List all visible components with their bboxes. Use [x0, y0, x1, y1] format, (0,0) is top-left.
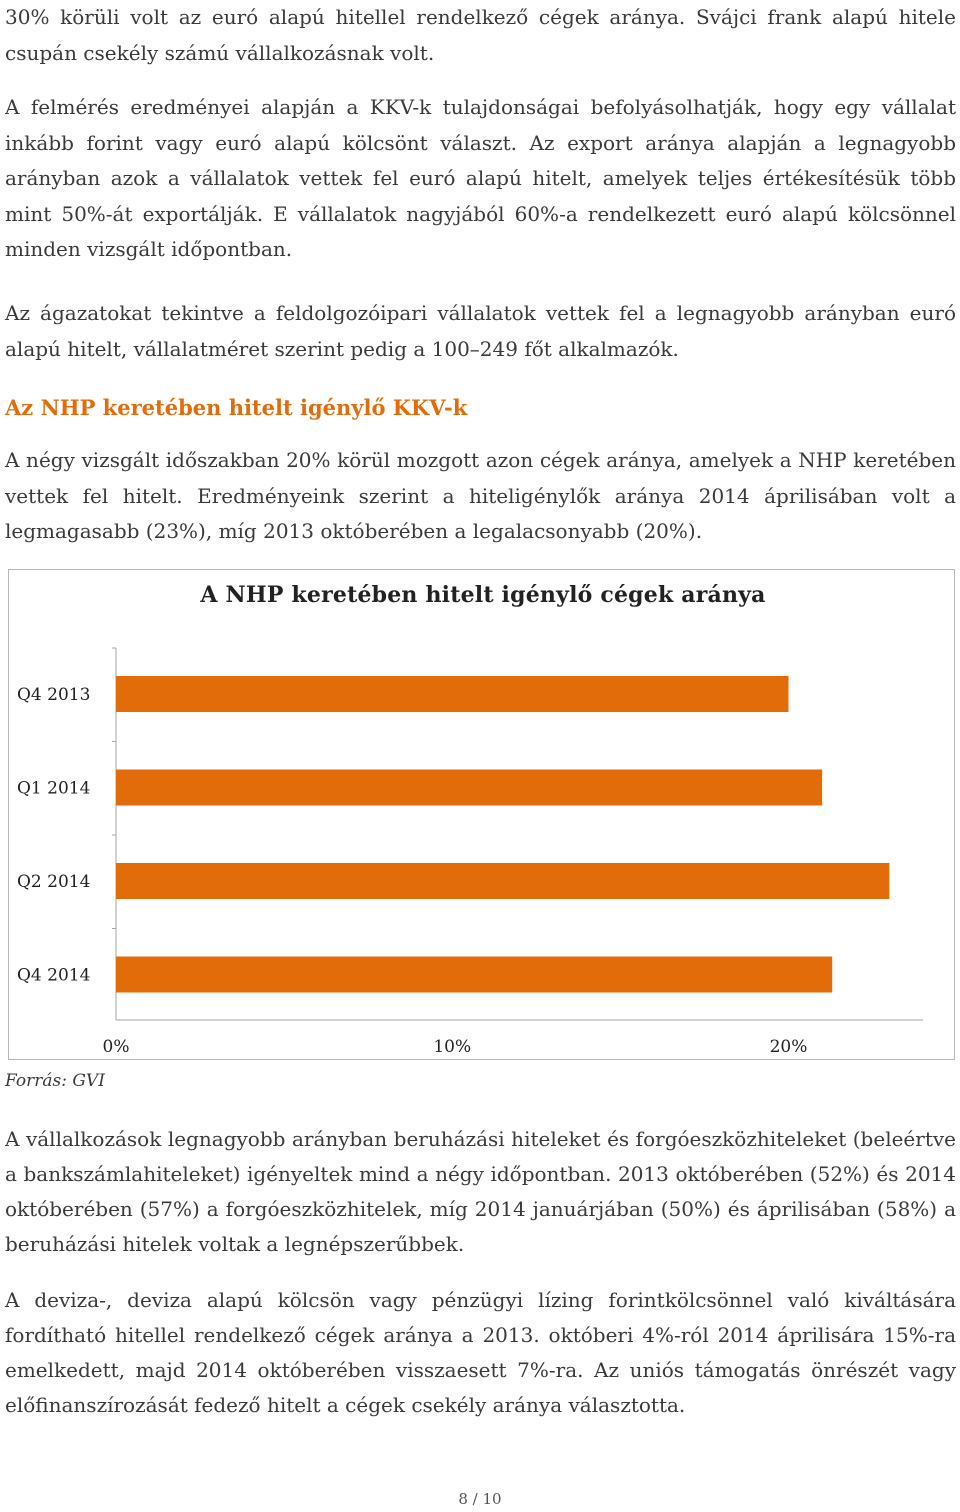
paragraph-sectors: Az ágazatokat tekintve a feldolgozóipari… — [5, 301, 956, 361]
source-note: Forrás: GVI — [5, 1071, 105, 1091]
x-tick-label: 0% — [103, 1037, 130, 1057]
category-label: Q2 2014 — [17, 872, 90, 892]
page-number: 8 / 10 — [458, 1490, 502, 1508]
category-label: Q4 2014 — [17, 966, 90, 986]
paragraph-loan-types: A vállalkozások legnagyobb arányban beru… — [5, 1127, 956, 1256]
bar-q1-2014 — [116, 769, 823, 806]
bar-q2-2014 — [116, 863, 890, 899]
bar-q4-2013 — [116, 676, 789, 712]
x-tick-label: 20% — [770, 1037, 808, 1057]
paragraph-nhp: A négy vizsgált időszakban 20% körül moz… — [5, 448, 956, 543]
paragraph-survey-results: A felmérés eredményei alapján a KKV-k tu… — [5, 95, 956, 261]
x-tick-label: 10% — [433, 1037, 471, 1057]
category-label: Q1 2014 — [17, 779, 90, 799]
section-heading: Az NHP keretében hitelt igénylő KKV-k — [5, 395, 468, 420]
chart-title: A NHP keretében hitelt igénylő cégek ará… — [200, 582, 766, 608]
bar-q4-2014 — [116, 956, 833, 993]
paragraph-fx-loans: A deviza-, deviza alapú kölcsön vagy pén… — [5, 1288, 956, 1417]
paragraph-euro-loans: 30% körüli volt az euró alapú hitellel r… — [5, 5, 956, 65]
category-label: Q4 2013 — [17, 685, 90, 705]
